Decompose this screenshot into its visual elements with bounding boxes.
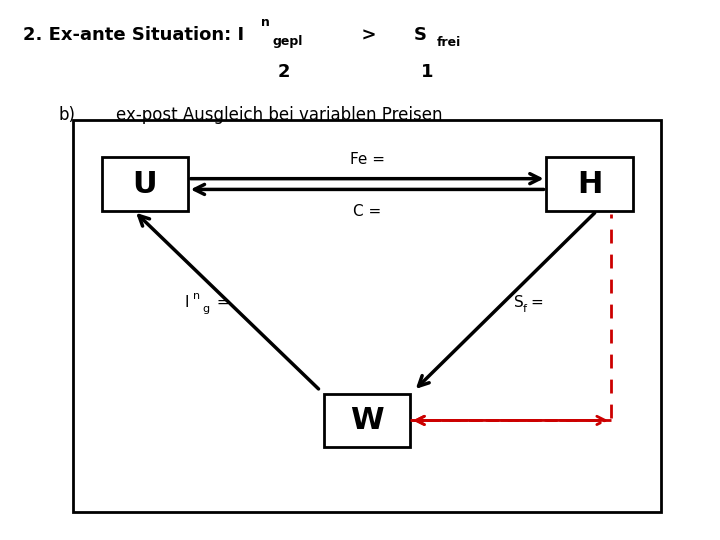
Text: b): b) [59,106,76,124]
Text: gepl: gepl [272,35,303,48]
Text: 2: 2 [277,63,290,81]
Text: ex-post Ausgleich bei variablen Preisen: ex-post Ausgleich bei variablen Preisen [116,106,443,124]
Text: >: > [349,25,390,44]
Text: n: n [261,16,270,29]
Text: n: n [193,291,200,301]
Bar [73,119,661,512]
Text: =: = [530,295,543,310]
Text: f: f [523,303,527,314]
Text: W: W [351,406,384,435]
Text: =: = [212,295,229,310]
Text: 2. Ex-ante Situation: I: 2. Ex-ante Situation: I [23,25,244,44]
Text: S: S [414,25,427,44]
Bar [102,157,188,211]
Text: S: S [514,295,524,310]
Text: I: I [184,295,189,310]
Bar [324,394,410,447]
Text: g: g [202,303,210,314]
Bar [546,157,633,211]
Text: frei: frei [437,36,461,49]
Text: U: U [132,170,157,199]
Text: C =: C = [353,205,382,219]
Text: 1: 1 [421,63,433,81]
Text: H: H [577,170,602,199]
Text: Fe =: Fe = [350,152,384,167]
